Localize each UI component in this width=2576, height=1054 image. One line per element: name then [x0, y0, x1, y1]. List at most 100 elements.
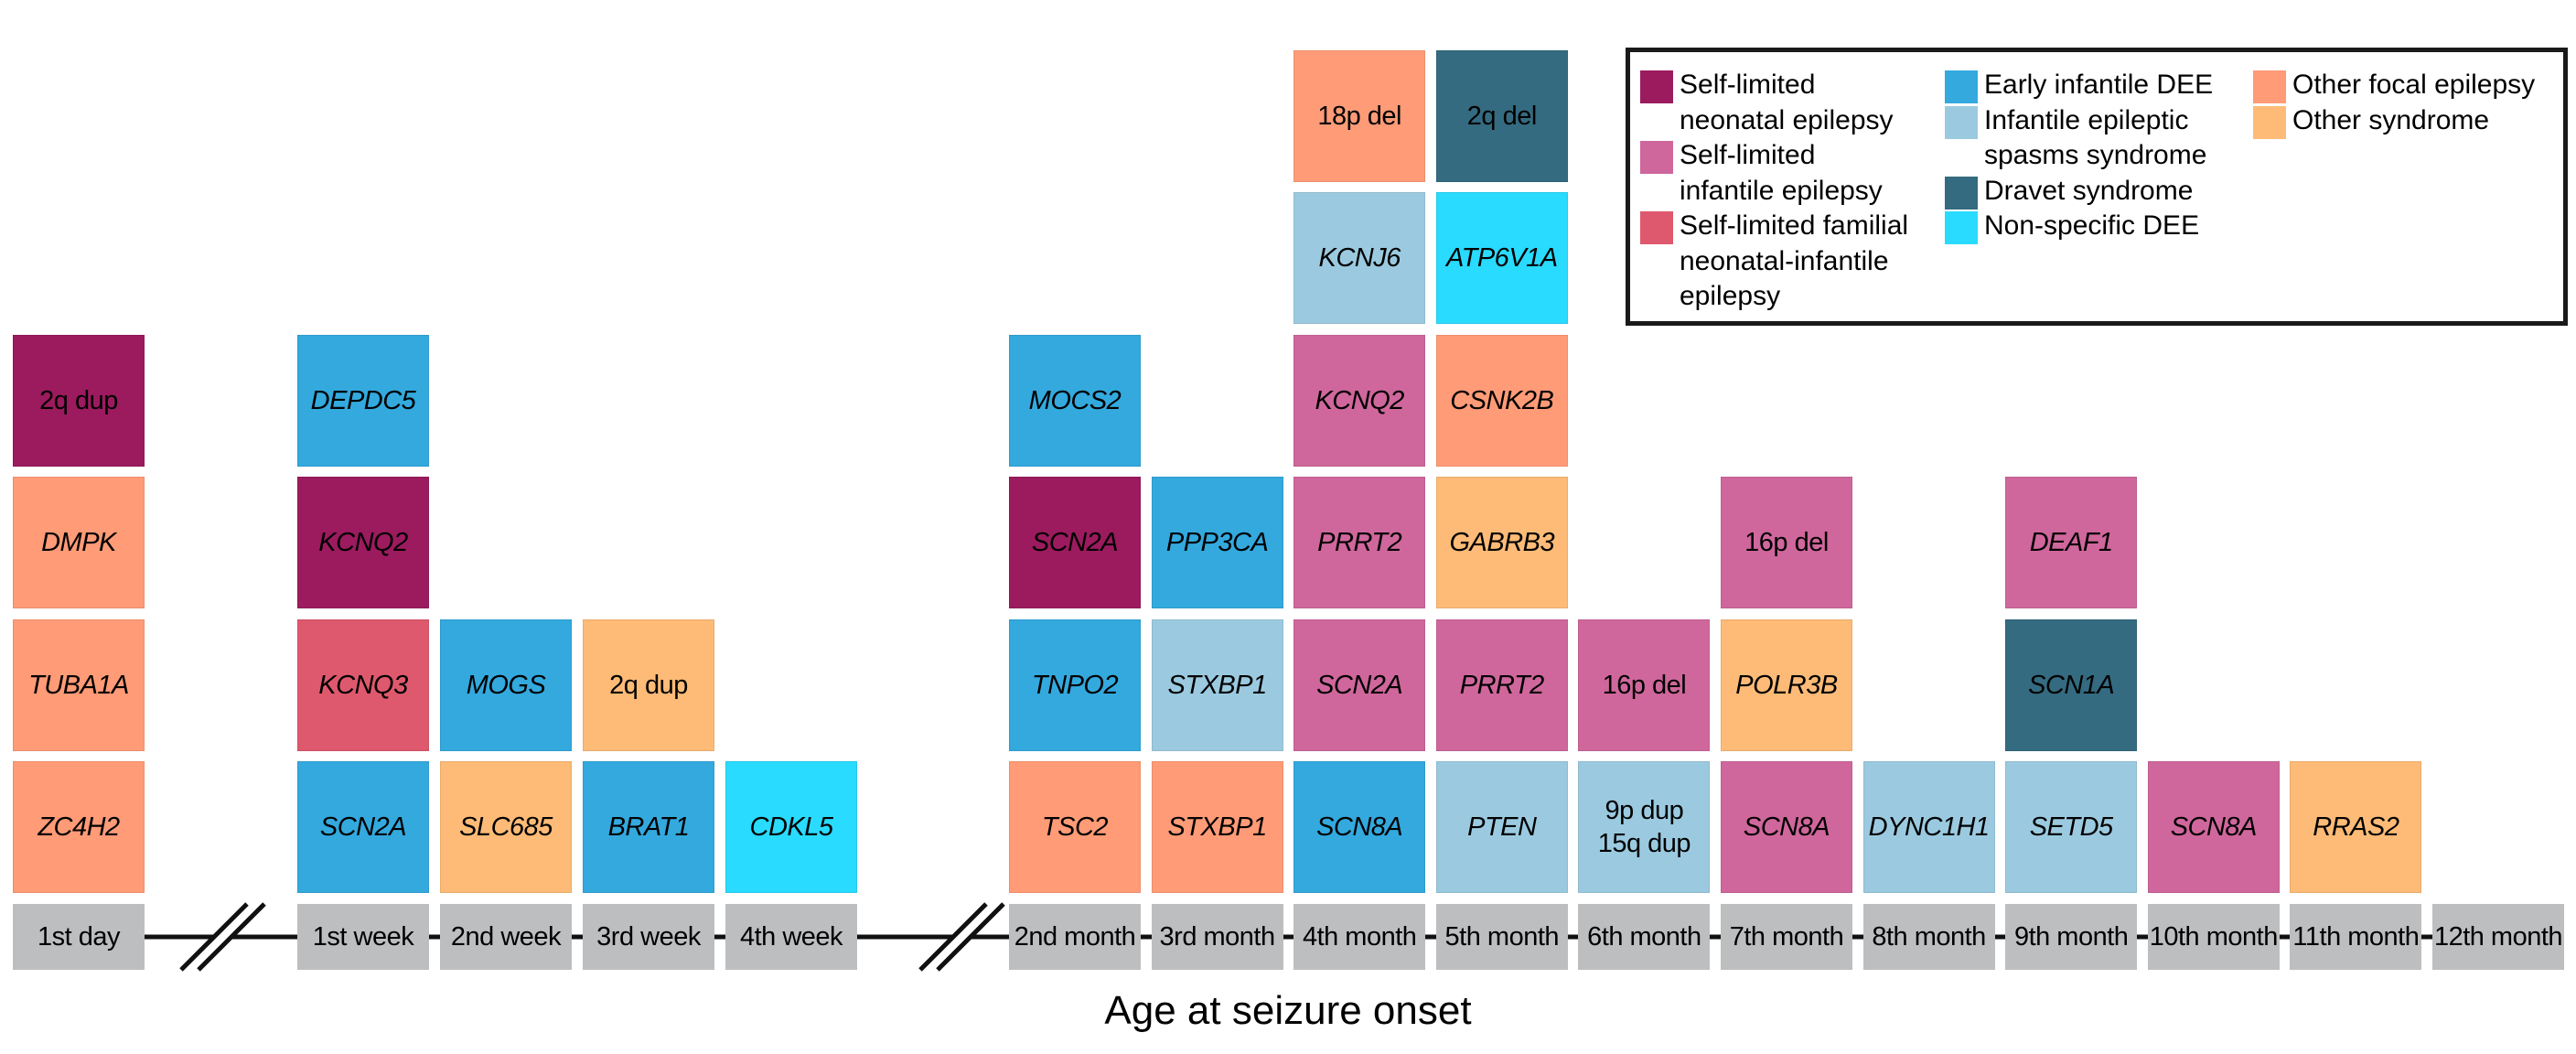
cell-label: SCN2A	[1031, 528, 1119, 557]
legend-label: Self-limited familial neonatal-infantile…	[1680, 210, 1909, 311]
cell-label: GABRB3	[1449, 528, 1555, 557]
cell-label: SCN8A	[1316, 812, 1403, 842]
cell-pten: PTEN	[1435, 761, 1568, 893]
cell-label: MOGS	[466, 670, 546, 700]
cell-label: BRAT1	[607, 812, 690, 842]
cell-kcnq2: KCNQ2	[1293, 334, 1426, 467]
legend-swatch	[1945, 176, 1978, 210]
cell-label: SCN1A	[2028, 670, 2115, 700]
cell-label: 16p del	[1744, 528, 1829, 557]
cell-scn1a: SCN1A	[2005, 618, 2138, 751]
cell-label: 2q del	[1466, 101, 1538, 131]
cell-label: DEPDC5	[310, 385, 416, 415]
cell-rras2: RRAS2	[2290, 761, 2422, 893]
cell-label: DMPK	[41, 528, 116, 557]
cell-dmpk: DMPK	[13, 477, 145, 608]
cell-label: 16p del	[1602, 670, 1687, 700]
cell-16p-del: 16p del	[1721, 477, 1852, 608]
legend-swatch	[2253, 70, 2286, 103]
cell-label: 2q dup	[609, 670, 688, 700]
cell-stxbp1: STXBP1	[1151, 618, 1283, 751]
cell-ppp3ca: PPP3CA	[1151, 477, 1283, 608]
cell-label: 18p del	[1317, 101, 1402, 131]
legend-label: Dravet syndrome	[1984, 175, 2194, 206]
cell-label: TSC2	[1041, 812, 1109, 842]
cell-kcnq2: KCNQ2	[297, 477, 429, 608]
legend-item-dravet-syndrome: Dravet syndrome	[1945, 174, 2213, 210]
cell-label: MOCS2	[1028, 385, 1122, 415]
legend-label: Self-limited infantile epilepsy	[1680, 140, 1883, 206]
cell-2q-dup: 2q dup	[13, 334, 145, 467]
cell-label: DYNC1H1	[1868, 812, 1990, 842]
cell-depdc5: DEPDC5	[297, 334, 429, 467]
legend-swatch	[2253, 105, 2286, 139]
cell-label: TNPO2	[1031, 670, 1119, 700]
cell-label: SCN8A	[1743, 812, 1830, 842]
axis-tick-9th-month: 9th month	[2005, 904, 2138, 970]
cell-2q-del: 2q del	[1435, 49, 1568, 182]
cell-brat1: BRAT1	[583, 761, 714, 893]
cell-mogs: MOGS	[440, 618, 572, 751]
cell-label: KCNQ2	[1315, 385, 1404, 415]
cell-prrt2: PRRT2	[1293, 477, 1426, 608]
cell-cdkl5: CDKL5	[725, 761, 857, 893]
cell-kcnj6: KCNJ6	[1293, 192, 1426, 324]
cell-label: ATP6V1A	[1445, 243, 1558, 273]
cell-label: SCN2A	[1316, 670, 1403, 700]
legend-swatch	[1640, 211, 1673, 244]
cell-label: STXBP1	[1167, 670, 1267, 700]
cell-label: KCNJ6	[1318, 243, 1401, 273]
cell-label: DEAF1	[2029, 528, 2113, 557]
cell-label: SCN8A	[2170, 812, 2258, 842]
cell-label: CSNK2B	[1450, 385, 1554, 415]
cell-label: KCNQ2	[318, 528, 408, 557]
cell-label: 2q dup	[39, 385, 118, 415]
legend-swatch	[1640, 141, 1673, 174]
axis-tick-8th-month: 8th month	[1862, 904, 1995, 970]
legend-column: Self-limited neonatal epilepsy Self-limit…	[1640, 68, 1908, 315]
cell-label: SLC685	[459, 812, 553, 842]
cell-scn8a: SCN8A	[1293, 761, 1426, 893]
cell-scn2a: SCN2A	[1293, 618, 1426, 751]
legend-item-self-limited-infantile-epilepsy: Self-limited infantile epilepsy	[1640, 138, 1908, 209]
cell-label: PPP3CA	[1165, 528, 1269, 557]
axis-tick-7th-month: 7th month	[1721, 904, 1852, 970]
cell-label: SETD5	[2029, 812, 2113, 842]
cell-18p-del: 18p del	[1293, 49, 1426, 182]
cell-label: PTEN	[1467, 812, 1537, 842]
cell-tsc2: TSC2	[1009, 761, 1141, 893]
axis-tick-1st-day: 1st day	[13, 904, 145, 970]
axis-tick-2nd-month: 2nd month	[1009, 904, 1141, 970]
cell-label: ZC4H2	[38, 812, 120, 842]
cell-slc685: SLC685	[440, 761, 572, 893]
cell-setd5: SETD5	[2005, 761, 2138, 893]
axis-tick-3rd-week: 3rd week	[583, 904, 714, 970]
cell-scn8a: SCN8A	[2147, 761, 2280, 893]
legend-label: Infantile epileptic spasms syndrome	[1984, 104, 2207, 171]
legend-swatch	[1945, 70, 1978, 103]
axis-break-slash	[179, 902, 249, 972]
legend-label: Other syndrome	[2292, 104, 2490, 135]
axis-tick-4th-month: 4th month	[1293, 904, 1426, 970]
cell-tuba1a: TUBA1A	[13, 618, 145, 751]
axis-break-slash	[918, 902, 988, 972]
legend-item-early-infantile-dee: Early infantile DEE	[1945, 68, 2213, 103]
cell-zc4h2: ZC4H2	[13, 761, 145, 893]
cell-dync1h1: DYNC1H1	[1862, 761, 1995, 893]
cell-label: STXBP1	[1167, 812, 1267, 842]
legend-label: Non-specific DEE	[1984, 210, 2200, 241]
cell-label: PRRT2	[1459, 670, 1545, 700]
cell-kcnq3: KCNQ3	[297, 618, 429, 751]
legend-label: Self-limited neonatal epilepsy	[1680, 70, 1894, 135]
legend-swatch	[1945, 211, 1978, 244]
cell-tnpo2: TNPO2	[1009, 618, 1141, 751]
axis-tick-4th-week: 4th week	[725, 904, 857, 970]
cell-label: KCNQ3	[318, 670, 408, 700]
cell-scn8a: SCN8A	[1721, 761, 1852, 893]
cell-atp6v1a: ATP6V1A	[1435, 192, 1568, 324]
legend-item-self-limited-neonatal-epilepsy: Self-limited neonatal epilepsy	[1640, 68, 1908, 138]
legend-item-self-limited-familial-neonatal-infantile-epilepsy: Self-limited familial neonatal-infantile…	[1640, 209, 1908, 315]
legend: Self-limited neonatal epilepsy Self-limit…	[1626, 48, 2568, 326]
cell-prrt2: PRRT2	[1435, 618, 1568, 751]
